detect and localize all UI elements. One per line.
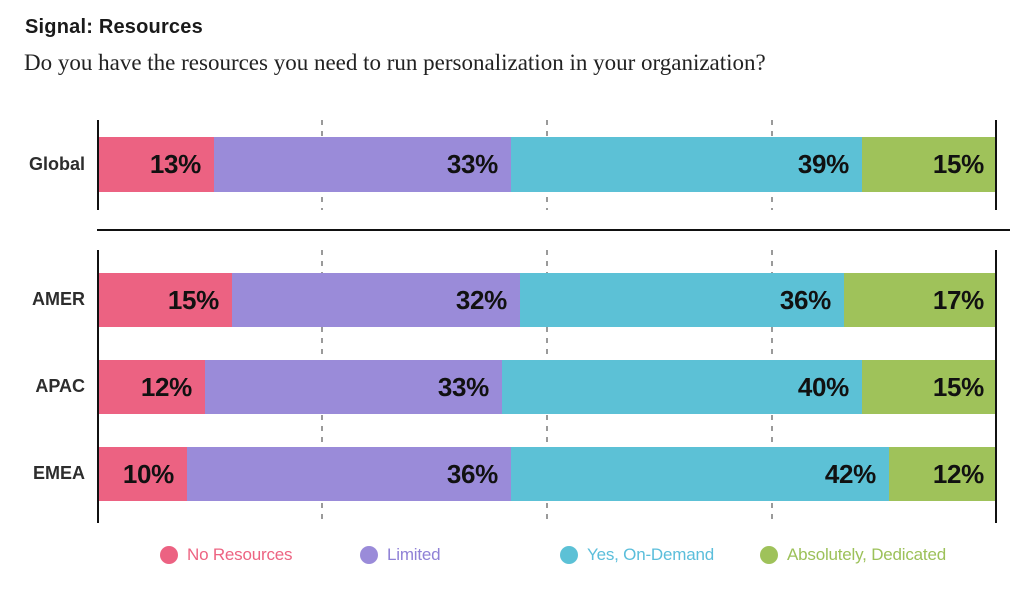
bar-row-emea: 10% 36% 42% 12% — [97, 447, 997, 501]
axis-line-left — [97, 120, 99, 210]
bar-value-label: 13% — [149, 149, 201, 179]
bar-segment-apac-2: 40% — [502, 360, 862, 414]
category-label-apac: APAC — [35, 376, 85, 396]
bar-segment-global-2: 39% — [511, 137, 862, 192]
bar-value-label: 33% — [437, 371, 489, 402]
bar-segment-emea-0: 10% — [97, 447, 187, 501]
bar-segment-global-0: 13% — [97, 137, 214, 192]
regions-bar-section: AMER APAC EMEA 15% 32% 36% 17% 12% 33% 40% 15% 10% 3… — [0, 250, 1024, 523]
bar-value-label: 33% — [446, 149, 498, 179]
plot-area: 15% 32% 36% 17% 12% 33% 40% 15% 10% 36% 42% 12% — [97, 250, 997, 523]
bar-segment-amer-0: 15% — [97, 273, 232, 327]
bar-value-label: 12% — [140, 371, 192, 402]
legend-dot-icon — [360, 546, 378, 564]
bar-value-label: 39% — [797, 149, 849, 179]
bar-segment-global-1: 33% — [214, 137, 511, 192]
bar-value-label: 42% — [824, 458, 876, 489]
bar-value-label: 15% — [932, 371, 984, 402]
axis-line-right — [995, 120, 997, 210]
bar-value-label: 32% — [455, 284, 507, 315]
legend-item-no-resources: No Resources — [160, 545, 360, 565]
legend-item-absolutely-dedicated: Absolutely, Dedicated — [760, 545, 960, 565]
axis-line-left — [97, 250, 99, 523]
bar-segment-global-3: 15% — [862, 137, 997, 192]
bar-segment-amer-3: 17% — [844, 273, 997, 327]
bar-segment-apac-1: 33% — [205, 360, 502, 414]
global-bar-section: Global 13% 33% 39% 15% — [0, 120, 1024, 210]
legend-label: Absolutely, Dedicated — [787, 545, 946, 564]
bar-value-label: 12% — [932, 458, 984, 489]
section-separator-line — [97, 229, 1010, 231]
category-label-emea: EMEA — [32, 463, 85, 483]
chart-title: Signal: Resources — [25, 16, 203, 38]
bar-segment-emea-3: 12% — [889, 447, 997, 501]
bar-segment-amer-2: 36% — [520, 273, 844, 327]
bar-value-label: 40% — [797, 371, 849, 402]
bar-row-global: 13% 33% 39% 15% — [97, 137, 997, 192]
axis-line-right — [995, 250, 997, 523]
chart-subtitle: Do you have the resources you need to ru… — [24, 50, 766, 75]
bar-segment-apac-3: 15% — [862, 360, 997, 414]
legend-label: Yes, On-Demand — [587, 545, 714, 564]
bar-segment-amer-1: 32% — [232, 273, 520, 327]
category-label-global: Global — [28, 153, 85, 174]
chart-legend: No Resources Limited Yes, On-Demand Absolut… — [160, 545, 960, 565]
bar-value-label: 15% — [167, 284, 219, 315]
bar-segment-emea-1: 36% — [187, 447, 511, 501]
legend-dot-icon — [160, 546, 178, 564]
category-label-amer: AMER — [32, 289, 85, 309]
legend-label: Limited — [387, 545, 441, 564]
legend-item-yes-on-demand: Yes, On-Demand — [560, 545, 760, 565]
bar-segment-apac-0: 12% — [97, 360, 205, 414]
bar-value-label: 36% — [446, 458, 498, 489]
bar-value-label: 17% — [932, 284, 984, 315]
legend-dot-icon — [760, 546, 778, 564]
bar-row-amer: 15% 32% 36% 17% — [97, 273, 997, 327]
legend-dot-icon — [560, 546, 578, 564]
bar-value-label: 15% — [932, 149, 984, 179]
legend-item-limited: Limited — [360, 545, 560, 565]
bar-segment-emea-2: 42% — [511, 447, 889, 501]
legend-label: No Resources — [187, 545, 293, 564]
bar-value-label: 10% — [122, 458, 174, 489]
bar-value-label: 36% — [779, 284, 831, 315]
bar-row-apac: 12% 33% 40% 15% — [97, 360, 997, 414]
plot-area: 13% 33% 39% 15% — [97, 120, 997, 210]
